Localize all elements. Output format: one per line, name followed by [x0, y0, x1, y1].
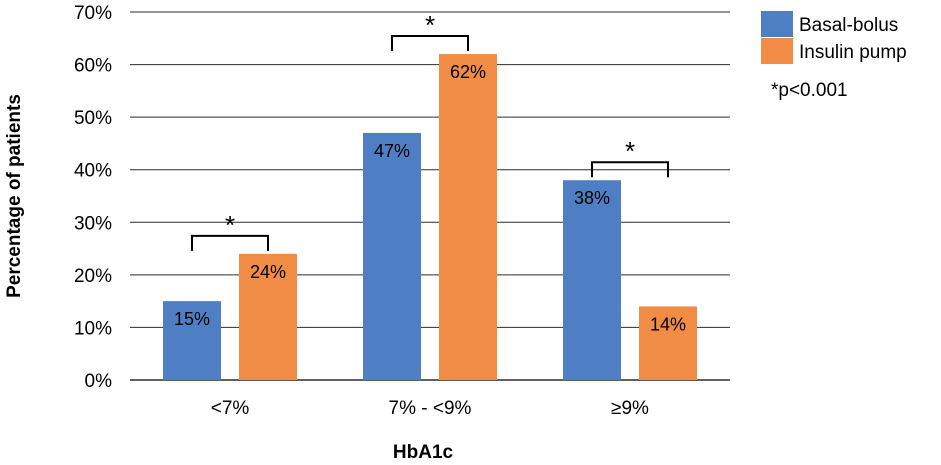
legend-swatch-insulin-pump [761, 38, 793, 64]
y-tick-label: 40% [74, 161, 112, 182]
significance-brackets: * * * [191, 10, 669, 251]
bar-insulin-pump-1 [439, 54, 497, 381]
y-tick-label: 30% [74, 213, 112, 234]
legend-swatch-basal-bolus [761, 11, 793, 37]
bars: 15% 24% 47% 62% 38% 14% [163, 54, 697, 381]
bar-basal-bolus-1 [363, 132, 421, 380]
y-tick-label: 10% [74, 318, 112, 339]
data-label: 24% [250, 262, 286, 282]
x-category-label: <7% [211, 398, 250, 419]
data-label: 14% [650, 314, 686, 334]
bar-basal-bolus-2 [563, 180, 621, 380]
significance-bracket [591, 161, 669, 178]
gridlines [130, 11, 730, 381]
y-tick-label: 50% [74, 108, 112, 129]
x-category-label: ≥9% [611, 398, 649, 419]
significance-note: *p<0.001 [771, 80, 848, 101]
y-tick-label: 20% [74, 266, 112, 287]
data-label: 47% [374, 141, 410, 161]
x-category-label: 7% - <9% [389, 398, 472, 419]
bar-insulin-pump-0 [239, 253, 297, 380]
significance-star: * [225, 210, 235, 240]
y-axis-title: Percentage of patients [4, 94, 25, 298]
legend-label-basal-bolus: Basal-bolus [799, 15, 898, 36]
legend-label-insulin-pump: Insulin pump [799, 42, 907, 63]
bar-insulin-pump-2 [639, 306, 697, 380]
x-axis-title: HbA1c [393, 442, 454, 463]
significance-star: * [425, 10, 435, 40]
significance-bracket [191, 234, 269, 251]
y-tick-label: 60% [74, 56, 112, 77]
x-axis-categories: <7% 7% - <9% ≥9% [211, 398, 649, 419]
data-label: 38% [574, 188, 610, 208]
data-label: 15% [174, 309, 210, 329]
y-tick-label: 0% [85, 371, 113, 392]
y-axis-ticks: 0% 10% 20% 30% 40% 50% 60% 70% [74, 3, 112, 392]
bar-basal-bolus-0 [163, 301, 221, 380]
data-label: 62% [450, 62, 486, 82]
significance-star: * [625, 136, 635, 166]
y-tick-label: 70% [74, 3, 112, 24]
legend: Basal-bolus Insulin pump *p<0.001 [761, 11, 907, 101]
significance-bracket [391, 35, 469, 52]
